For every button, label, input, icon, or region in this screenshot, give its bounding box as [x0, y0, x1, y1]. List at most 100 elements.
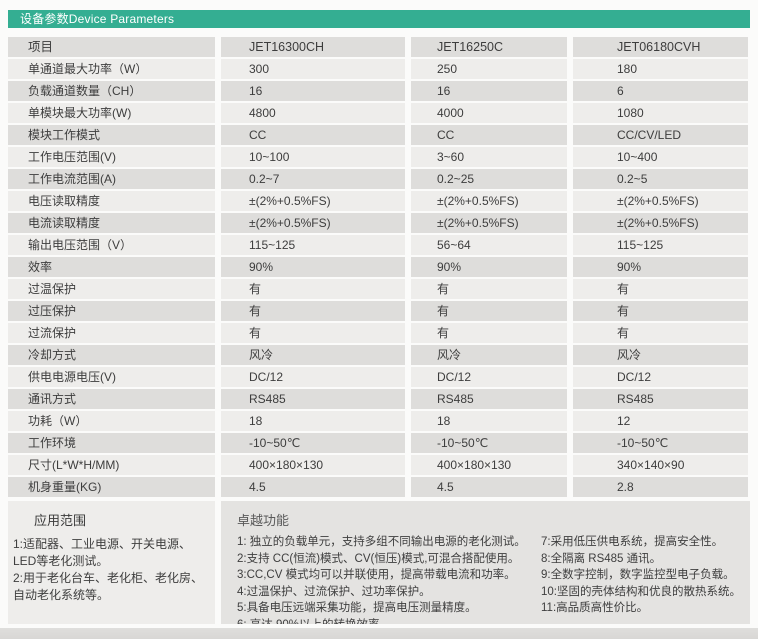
- excellent-functions-box: 卓越功能 1: 独立的负载单元，支持多组不同输出电源的老化测试。 2:支持 CC(…: [221, 501, 750, 624]
- row-label: 过温保护: [8, 279, 215, 299]
- feature-item: 4:过温保护、过流保护、过功率保护。: [237, 585, 431, 598]
- table-row: 电流读取精度 ±(2%+0.5%FS) ±(2%+0.5%FS) ±(2%+0.5%F…: [8, 213, 750, 233]
- row-value: 90%: [221, 257, 405, 277]
- row-label: 电压读取精度: [8, 191, 215, 211]
- table-row: 过流保护有有有: [8, 323, 750, 343]
- table-body: 单通道最大功率（W） 300 250 180 负载通道数量（CH） 16 16 6 单模块最大功…: [8, 59, 750, 497]
- row-value: 90%: [411, 257, 567, 277]
- feature-item: 7:采用低压供电系统，提高安全性。: [541, 536, 724, 548]
- row-value: 风冷: [411, 345, 567, 365]
- row-value: ±(2%+0.5%FS): [573, 191, 748, 211]
- row-value: 400×180×130: [411, 455, 567, 475]
- table-row: 输出电压范围（V） 115~125 56~64 115~125: [8, 235, 750, 255]
- column-header-model-1: JET16300CH: [221, 37, 405, 57]
- feature-item: 11:高品质高性价比。: [541, 602, 649, 615]
- device-parameters-table: 项目 JET16300CH JET16250C JET06180CVH 单通道最…: [8, 37, 750, 497]
- row-value: 有: [411, 301, 567, 321]
- section-title-bar: 设备参数Device Parameters: [8, 10, 750, 28]
- row-label: 模块工作模式: [8, 125, 215, 145]
- table-row: 过压保护有有有: [8, 301, 750, 321]
- row-label: 过压保护: [8, 301, 215, 321]
- row-value: 有: [573, 279, 748, 299]
- table-row: 功耗（W） 18 18 12: [8, 411, 750, 431]
- table-row: 负载通道数量（CH） 16 16 6: [8, 81, 750, 101]
- row-value: CC: [221, 125, 405, 145]
- application-range-box: 应用范围 1:适配器、工业电源、开关电源、LED等老化测试。 2:用于老化台车、老…: [8, 501, 215, 624]
- row-value: 56~64: [411, 235, 567, 255]
- feature-item: 8:全隔离 RS485 通讯。: [541, 552, 662, 565]
- row-label: 电流读取精度: [8, 213, 215, 233]
- row-value: -10~50℃: [411, 433, 567, 453]
- table-row: 尺寸(L*W*H/MM) 400×180×130 400×180×130 340×14…: [8, 455, 750, 475]
- row-label: 单模块最大功率(W): [8, 103, 215, 123]
- row-label: 效率: [8, 257, 215, 277]
- row-value: RS485: [411, 389, 567, 409]
- row-value: 18: [411, 411, 567, 431]
- application-item: 1:适配器、工业电源、开关电源、LED等老化测试。: [13, 537, 192, 568]
- row-value: 有: [411, 323, 567, 343]
- row-value: 10~100: [221, 147, 405, 167]
- row-value: 4.5: [221, 477, 405, 497]
- row-value: ±(2%+0.5%FS): [411, 191, 567, 211]
- table-row: 单通道最大功率（W） 300 250 180: [8, 59, 750, 79]
- column-header-model-3: JET06180CVH: [573, 37, 748, 57]
- row-value: CC/CV/LED: [573, 125, 748, 145]
- row-value: ±(2%+0.5%FS): [221, 213, 405, 233]
- row-value: 16: [221, 81, 405, 101]
- feature-item: 5:具备电压远端采集功能，提高电压测量精度。: [237, 602, 477, 615]
- feature-item: 1: 独立的负载单元，支持多组不同输出电源的老化测试。: [237, 536, 526, 548]
- features-column-right: 7:采用低压供电系统，提高安全性。 8:全隔离 RS485 通讯。 9:全数字控制，…: [541, 534, 750, 624]
- excellent-functions-columns: 1: 独立的负载单元，支持多组不同输出电源的老化测试。 2:支持 CC(恒流)模式…: [237, 534, 750, 624]
- row-value: DC/12: [411, 367, 567, 387]
- table-row: 模块工作模式 CC CC CC/CV/LED: [8, 125, 750, 145]
- row-value: RS485: [573, 389, 748, 409]
- row-value: 4000: [411, 103, 567, 123]
- row-value: CC: [411, 125, 567, 145]
- features-column-left: 1: 独立的负载单元，支持多组不同输出电源的老化测试。 2:支持 CC(恒流)模式…: [237, 534, 539, 624]
- excellent-functions-title: 卓越功能: [237, 513, 290, 528]
- bottom-section: 应用范围 1:适配器、工业电源、开关电源、LED等老化测试。 2:用于老化台车、老…: [8, 501, 750, 624]
- row-value: ±(2%+0.5%FS): [573, 213, 748, 233]
- spec-sheet: 设备参数Device Parameters 项目 JET16300CH JET1…: [8, 10, 750, 624]
- row-value: 2.8: [573, 477, 748, 497]
- table-row: 单模块最大功率(W) 4800 4000 1080: [8, 103, 750, 123]
- row-label: 通讯方式: [8, 389, 215, 409]
- row-value: ±(2%+0.5%FS): [221, 191, 405, 211]
- application-item: 2:用于老化台车、老化柜、老化房、自动老化系统等。: [13, 571, 204, 602]
- feature-item: 2:支持 CC(恒流)模式、CV(恒压)模式,可混合搭配使用。: [237, 552, 520, 565]
- row-value: 4800: [221, 103, 405, 123]
- row-label: 工作环境: [8, 433, 215, 453]
- table-row: 工作电流范围(A) 0.2~7 0.2~25 0.2~5: [8, 169, 750, 189]
- row-label: 冷却方式: [8, 345, 215, 365]
- column-header-item: 项目: [8, 37, 215, 57]
- section-title: 设备参数Device Parameters: [20, 12, 175, 26]
- feature-item: 3:CC,CV 模式均可以并联使用，提高带载电流和功率。: [237, 569, 516, 582]
- feature-item: 9:全数字控制，数字监控型电子负载。: [541, 569, 735, 582]
- row-value: 400×180×130: [221, 455, 405, 475]
- table-row: 机身重量(KG) 4.5 4.5 2.8: [8, 477, 750, 497]
- row-value: 有: [573, 301, 748, 321]
- row-value: 有: [221, 301, 405, 321]
- table-row: 冷却方式 风冷 风冷 风冷: [8, 345, 750, 365]
- table-row: 电压读取精度 ±(2%+0.5%FS) ±(2%+0.5%FS) ±(2%+0.5%F…: [8, 191, 750, 211]
- table-row: 工作环境 -10~50℃ -10~50℃ -10~50℃: [8, 433, 750, 453]
- row-value: 风冷: [221, 345, 405, 365]
- row-value: 1080: [573, 103, 748, 123]
- row-value: 300: [221, 59, 405, 79]
- row-value: 12: [573, 411, 748, 431]
- row-value: 90%: [573, 257, 748, 277]
- row-value: 340×140×90: [573, 455, 748, 475]
- row-value: 250: [411, 59, 567, 79]
- row-value: 3~60: [411, 147, 567, 167]
- row-label: 机身重量(KG): [8, 477, 215, 497]
- row-value: ±(2%+0.5%FS): [411, 213, 567, 233]
- row-value: 有: [411, 279, 567, 299]
- row-label: 工作电压范围(V): [8, 147, 215, 167]
- row-value: 有: [573, 323, 748, 343]
- row-value: 风冷: [573, 345, 748, 365]
- column-header-model-2: JET16250C: [411, 37, 567, 57]
- row-label: 供电电源电压(V): [8, 367, 215, 387]
- application-range-title: 应用范围: [34, 513, 87, 528]
- row-value: 0.2~5: [573, 169, 748, 189]
- row-value: 180: [573, 59, 748, 79]
